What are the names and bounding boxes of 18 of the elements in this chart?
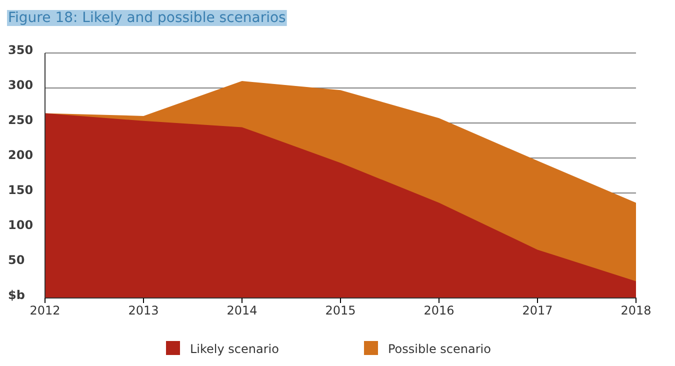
x-tick-label: 2016 [424, 304, 454, 318]
y-tick-label: 250 [8, 113, 34, 127]
x-tick-label: 2013 [128, 304, 159, 318]
chart-title: Figure 18: Likely and possible scenarios [8, 10, 286, 26]
legend-label: Possible scenario [388, 342, 491, 356]
y-tick-label: $b [8, 288, 26, 302]
legend-label: Likely scenario [190, 342, 279, 356]
x-tick-label: 2012 [30, 304, 60, 318]
y-tick-label: 350 [8, 43, 34, 57]
y-tick-label: 100 [8, 218, 34, 232]
y-tick-label: 50 [8, 253, 25, 267]
x-tick-label: 2014 [226, 304, 258, 318]
y-tick-label: 200 [8, 148, 34, 162]
x-tick-label: 2017 [522, 304, 553, 318]
x-tick-label: 2015 [325, 304, 356, 318]
y-tick-label: 300 [8, 78, 34, 92]
x-tick-label: 2018 [620, 304, 652, 318]
y-tick-label: 150 [8, 183, 34, 197]
